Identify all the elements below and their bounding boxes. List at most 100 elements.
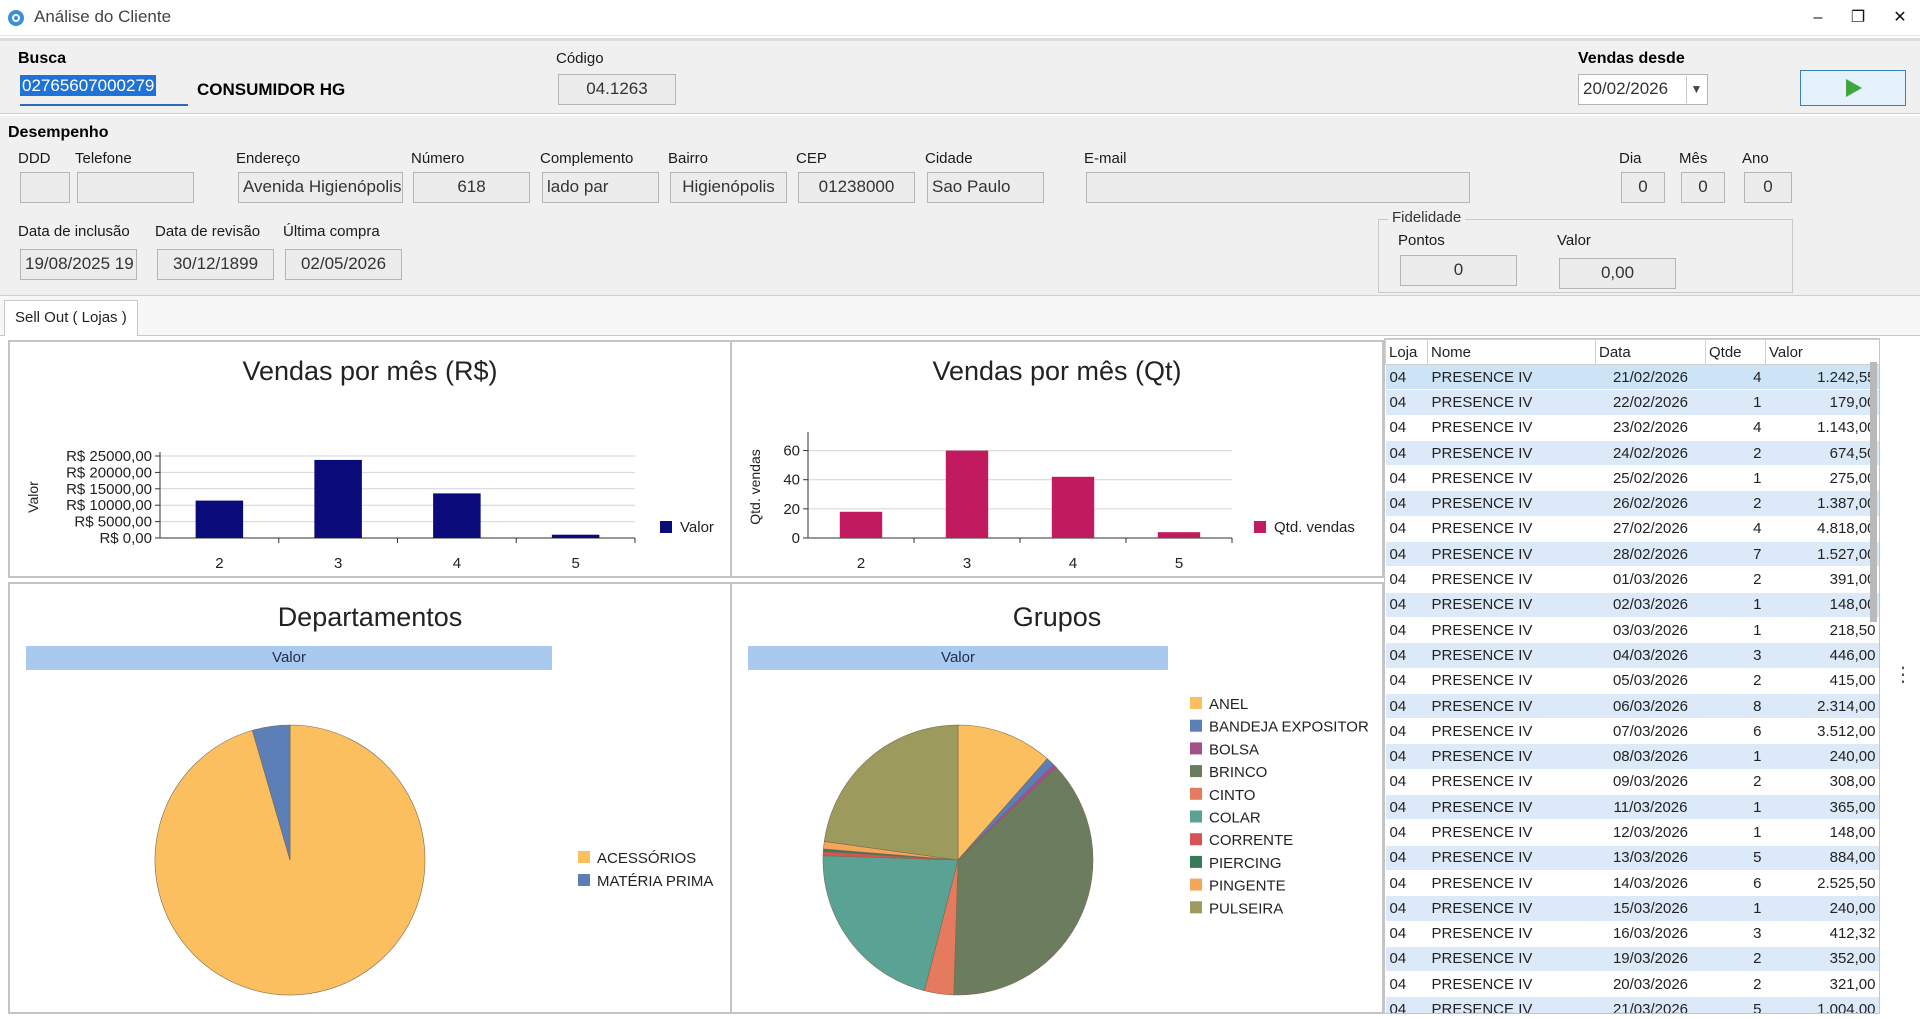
table-row[interactable]: 04 PRESENCE IV 19/03/2026 2 352,00 [1385, 946, 1879, 973]
cell-data: 14/03/2026 [1595, 870, 1706, 897]
legend-swatch [1190, 719, 1202, 732]
table-row[interactable]: 04 PRESENCE IV 28/02/2026 7 1.527,00 [1385, 541, 1879, 568]
ultima-compra-label: Última compra [283, 223, 380, 240]
telefone-field[interactable] [77, 172, 194, 203]
cell-nome: PRESENCE IV [1427, 870, 1596, 897]
table-row[interactable]: 04 PRESENCE IV 21/02/2026 4 1.242,55 [1385, 364, 1879, 391]
cell-nome: PRESENCE IV [1427, 718, 1596, 745]
table-row[interactable]: 04 PRESENCE IV 20/03/2026 2 321,00 [1385, 971, 1879, 998]
table-row[interactable]: 04 PRESENCE IV 12/03/2026 1 148,00 [1385, 819, 1879, 846]
table-row[interactable]: 04 PRESENCE IV 02/03/2026 1 148,00 [1385, 592, 1879, 618]
cell-qtde: 2 [1705, 946, 1766, 973]
cell-nome: PRESENCE IV [1427, 794, 1596, 821]
bairro-field[interactable]: Higienópolis [670, 172, 787, 203]
y-tick-label: 60 [783, 443, 800, 460]
ddd-field[interactable] [20, 172, 70, 203]
bar [1051, 476, 1095, 538]
table-row[interactable]: 04 PRESENCE IV 06/03/2026 8 2.314,00 [1385, 693, 1879, 720]
minimize-button[interactable]: – [1813, 9, 1823, 26]
table-row[interactable]: 04 PRESENCE IV 24/02/2026 2 674,50 [1385, 440, 1879, 467]
bairro-label: Bairro [668, 150, 709, 167]
table-row[interactable]: 04 PRESENCE IV 07/03/2026 6 3.512,00 [1385, 718, 1879, 745]
mes-label: Mês [1679, 150, 1708, 167]
cell-loja: 04 [1385, 465, 1428, 492]
vendas-desde-value: 20/02/2026 [1583, 79, 1669, 98]
table-row[interactable]: 04 PRESENCE IV 22/02/2026 1 179,00 [1385, 389, 1879, 416]
endereco-field[interactable]: Avenida Higienópolis [238, 172, 403, 203]
ano-field[interactable]: 0 [1744, 172, 1792, 203]
cell-qtde: 6 [1705, 870, 1766, 897]
sales-grid[interactable]: Loja Nome Data Qtde Valor 04 PRESENCE IV 2… [1384, 338, 1880, 1014]
cell-qtde: 4 [1705, 415, 1766, 441]
tab-sell-out-lojas[interactable]: Sell Out ( Lojas ) [4, 300, 138, 336]
legend-label: Qtd. vendas [1274, 519, 1355, 536]
x-tick-label: 4 [1069, 555, 1077, 572]
splitter-handle[interactable]: ⋮⋮ [1893, 664, 1920, 686]
table-row[interactable]: 04 PRESENCE IV 21/03/2026 5 1.004,00 [1385, 996, 1879, 1013]
column-header-nome[interactable]: Nome [1427, 339, 1596, 365]
table-row[interactable]: 04 PRESENCE IV 13/03/2026 5 884,00 [1385, 845, 1879, 871]
email-field[interactable] [1086, 172, 1470, 203]
close-button[interactable]: ✕ [1893, 9, 1907, 26]
complemento-field[interactable]: lado par [542, 172, 659, 203]
cell-valor: 352,00 [1765, 946, 1879, 973]
table-row[interactable]: 04 PRESENCE IV 11/03/2026 1 365,00 [1385, 794, 1879, 821]
table-row[interactable]: 04 PRESENCE IV 01/03/2026 2 391,00 [1385, 566, 1879, 593]
y-tick-label: 20 [783, 501, 800, 518]
y-tick-label: 40 [783, 472, 800, 489]
busca-input[interactable]: 02765607000279 [20, 75, 188, 106]
cidade-label: Cidade [925, 150, 973, 167]
bar [551, 534, 600, 538]
pontos-field[interactable]: 0 [1400, 255, 1517, 286]
chevron-down-icon[interactable]: ▼ [1686, 76, 1706, 103]
table-row[interactable]: 04 PRESENCE IV 26/02/2026 2 1.387,00 [1385, 490, 1879, 517]
table-row[interactable]: 04 PRESENCE IV 04/03/2026 3 446,00 [1385, 642, 1879, 669]
table-row[interactable]: 04 PRESENCE IV 05/03/2026 2 415,00 [1385, 668, 1879, 694]
complemento-label: Complemento [540, 150, 634, 167]
table-row[interactable]: 04 PRESENCE IV 25/02/2026 1 275,00 [1385, 465, 1879, 492]
table-row[interactable]: 04 PRESENCE IV 09/03/2026 2 308,00 [1385, 769, 1879, 796]
cell-loja: 04 [1385, 921, 1428, 947]
ano-label: Ano [1742, 150, 1769, 167]
table-row[interactable]: 04 PRESENCE IV 08/03/2026 1 240,00 [1385, 743, 1879, 770]
chart-departamentos-panel: Departamentos Valor ACESSÓRIOS MATÉRIA PR… [8, 582, 732, 1014]
table-row[interactable]: 04 PRESENCE IV 16/03/2026 3 412,32 [1385, 921, 1879, 947]
codigo-field[interactable]: 04.1263 [558, 74, 676, 105]
cell-valor: 275,00 [1765, 465, 1879, 492]
restore-button[interactable]: ❐ [1850, 9, 1866, 26]
valor-field[interactable]: 0,00 [1559, 258, 1676, 289]
cell-valor: 4.818,00 [1765, 516, 1879, 543]
cell-valor: 1.143,00 [1765, 415, 1879, 441]
column-header-valor[interactable]: Valor [1765, 339, 1879, 365]
legend-swatch [1190, 742, 1202, 755]
table-row[interactable]: 04 PRESENCE IV 15/03/2026 1 240,00 [1385, 895, 1879, 922]
table-row[interactable]: 04 PRESENCE IV 03/03/2026 1 218,50 [1385, 617, 1879, 644]
table-row[interactable]: 04 PRESENCE IV 23/02/2026 4 1.143,00 [1385, 415, 1879, 441]
run-button[interactable] [1800, 70, 1906, 106]
column-header-loja[interactable]: Loja [1385, 339, 1428, 365]
pontos-label: Pontos [1398, 232, 1445, 249]
legend-swatch [578, 874, 590, 886]
fidelidade-group [1378, 219, 1793, 293]
ultima-compra-field[interactable]: 02/05/2026 [285, 249, 402, 280]
dia-field[interactable]: 0 [1621, 172, 1665, 203]
cell-data: 24/02/2026 [1595, 440, 1706, 467]
table-row[interactable]: 04 PRESENCE IV 14/03/2026 6 2.525,50 [1385, 870, 1879, 897]
legend-label: PINGENTE [1209, 878, 1286, 895]
table-row[interactable]: 04 PRESENCE IV 27/02/2026 4 4.818,00 [1385, 516, 1879, 543]
cell-loja: 04 [1385, 617, 1428, 644]
numero-field[interactable]: 618 [413, 172, 530, 203]
cell-valor: 148,00 [1765, 819, 1879, 846]
cell-nome: PRESENCE IV [1427, 769, 1596, 796]
cep-field[interactable]: 01238000 [798, 172, 915, 203]
bar [839, 511, 883, 538]
cell-loja: 04 [1385, 440, 1428, 467]
mes-field[interactable]: 0 [1681, 172, 1725, 203]
cell-qtde: 8 [1705, 693, 1766, 720]
data-inclusao-field[interactable]: 19/08/2025 19 [20, 249, 137, 280]
grid-scrollbar[interactable] [1870, 362, 1877, 622]
cidade-field[interactable]: Sao Paulo [927, 172, 1044, 203]
column-header-qtde[interactable]: Qtde [1705, 339, 1766, 365]
column-header-data[interactable]: Data [1595, 339, 1706, 365]
data-revisao-field[interactable]: 30/12/1899 [157, 249, 274, 280]
